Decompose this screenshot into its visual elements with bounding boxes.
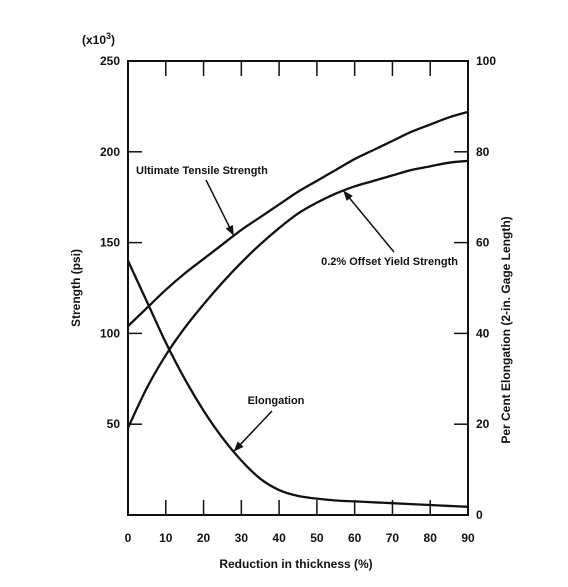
- x-tick-label-50: 50: [310, 531, 324, 545]
- y-left-multiplier-base: (x10: [82, 33, 106, 47]
- plot-frame-layer: [127, 60, 469, 516]
- y-right-tick-label-60: 60: [476, 236, 490, 250]
- annotation-ultimate-tensile-strength: Ultimate Tensile Strength: [136, 165, 268, 177]
- y-right-tick-label-20: 20: [476, 417, 490, 431]
- annotations-layer: Ultimate Tensile Strength 0.2% Offset Yie…: [136, 165, 458, 452]
- x-tick-label-40: 40: [272, 531, 286, 545]
- x-tick-label-0: 0: [125, 531, 132, 545]
- annotation-elongation: Elongation: [248, 395, 305, 407]
- y-right-axis-title: Per Cent Elongation (2-in. Gage Length): [499, 216, 513, 443]
- y-left-multiplier-close: ): [111, 33, 115, 47]
- series-line-0-2-offset-yield-strength: [126, 159, 470, 429]
- series-line-ultimate-tensile-strength: [126, 110, 470, 328]
- y-right-tick-label-80: 80: [476, 145, 490, 159]
- annotation-arrowhead-ultimate-tensile-strength: [225, 224, 234, 236]
- series-lines-layer: [126, 110, 470, 508]
- annotation-pointer-0-2-offset-yield-strength: [342, 190, 395, 253]
- y-left-multiplier-label: (x103): [82, 31, 115, 47]
- x-tick-label-20: 20: [197, 531, 211, 545]
- annotation-0-2-offset-yield-strength: 0.2% Offset Yield Strength: [321, 256, 458, 268]
- y-left-tick-label-50: 50: [107, 417, 121, 431]
- x-tick-label-30: 30: [235, 531, 249, 545]
- annotation-arrowhead-elongation: [233, 441, 244, 452]
- series-line-elongation: [126, 259, 470, 508]
- x-tick-label-10: 10: [159, 531, 173, 545]
- y-left-tick-label-200: 200: [100, 145, 120, 159]
- x-axis-title: Reduction in thickness (%): [219, 557, 372, 571]
- y-right-tick-label-0: 0: [476, 508, 483, 522]
- x-tick-label-60: 60: [348, 531, 362, 545]
- y-right-tick-label-40: 40: [476, 326, 490, 340]
- y-left-axis-title: Strength (psi): [69, 249, 83, 327]
- y-left-tick-label-250: 250: [100, 54, 120, 68]
- x-tick-label-80: 80: [424, 531, 438, 545]
- annotation-pointer-ultimate-tensile-strength: [205, 179, 235, 237]
- y-left-multiplier-exponent: 3: [106, 31, 111, 41]
- x-tick-label-70: 70: [386, 531, 400, 545]
- y-right-tick-label-100: 100: [476, 54, 496, 68]
- y-left-tick-label-100: 100: [100, 326, 120, 340]
- x-tick-label-90: 90: [461, 531, 475, 545]
- plot-frame: [127, 60, 469, 516]
- y-left-tick-label-150: 150: [100, 236, 120, 250]
- annotation-arrowhead-0-2-offset-yield-strength: [343, 190, 353, 201]
- tick-labels-layer: 0 10 20 30 40 50 60 70 80 90 50 100 150 200 250 0 20 40 60…: [100, 54, 496, 545]
